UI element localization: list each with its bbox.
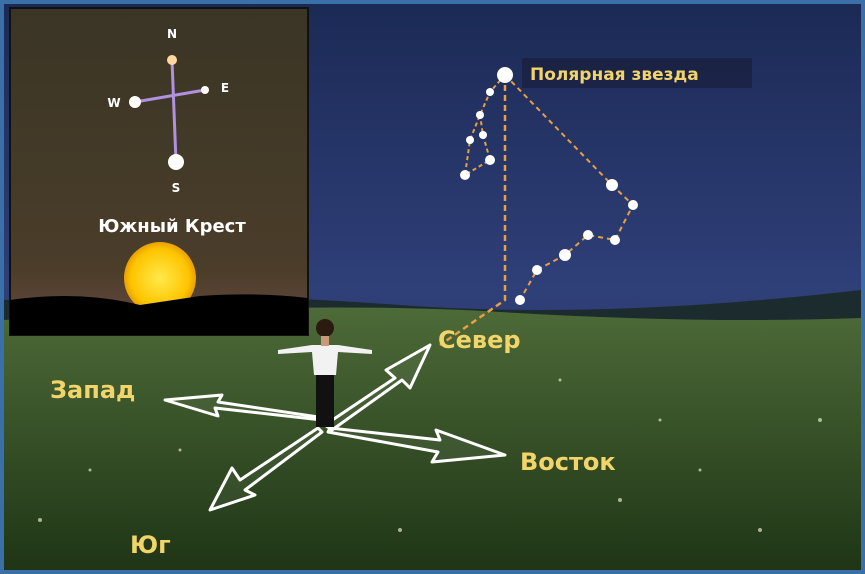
inset-south: S [172, 181, 181, 195]
illustration: Полярная звезда Север Запад Восток Юг N … [0, 0, 865, 574]
inset-caption: Южный Крест [98, 216, 246, 237]
east-label: Восток [520, 448, 616, 476]
north-label: Север [438, 326, 521, 354]
west-label: Запад [50, 376, 135, 404]
inset-west: W [107, 96, 120, 110]
inset: N E W S Южный Крест [10, 8, 308, 335]
inset-north: N [167, 27, 177, 41]
inset-east: E [221, 81, 229, 95]
south-label: Юг [130, 531, 171, 559]
pole-star-label: Полярная звезда [530, 65, 699, 85]
